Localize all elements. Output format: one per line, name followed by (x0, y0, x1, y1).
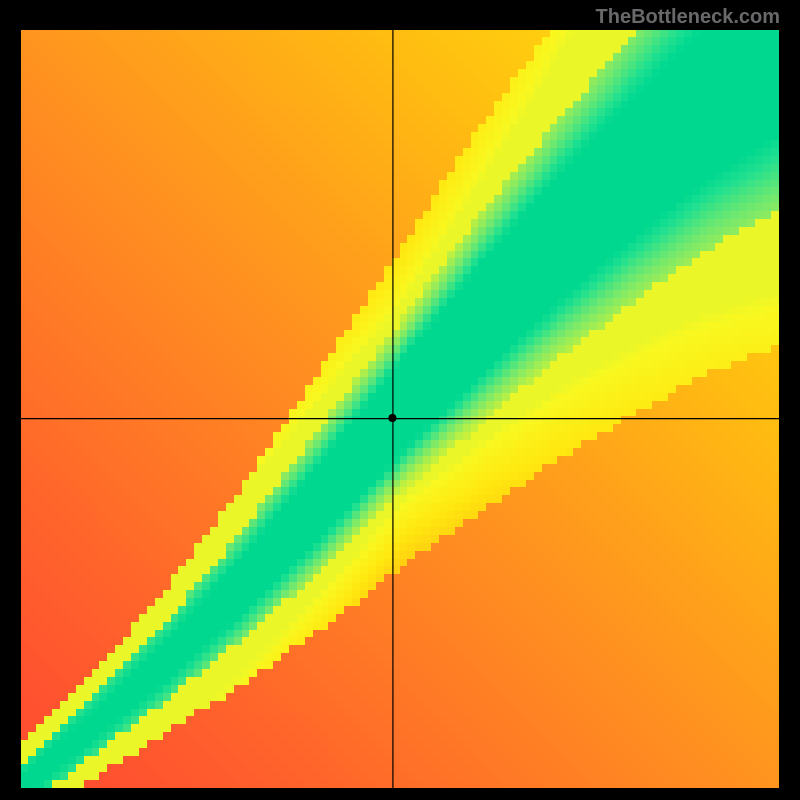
watermark-text: TheBottleneck.com (596, 6, 780, 29)
heatmap-canvas (21, 30, 779, 788)
chart-container: TheBottleneck.com (0, 0, 800, 800)
heatmap-chart (21, 30, 779, 788)
